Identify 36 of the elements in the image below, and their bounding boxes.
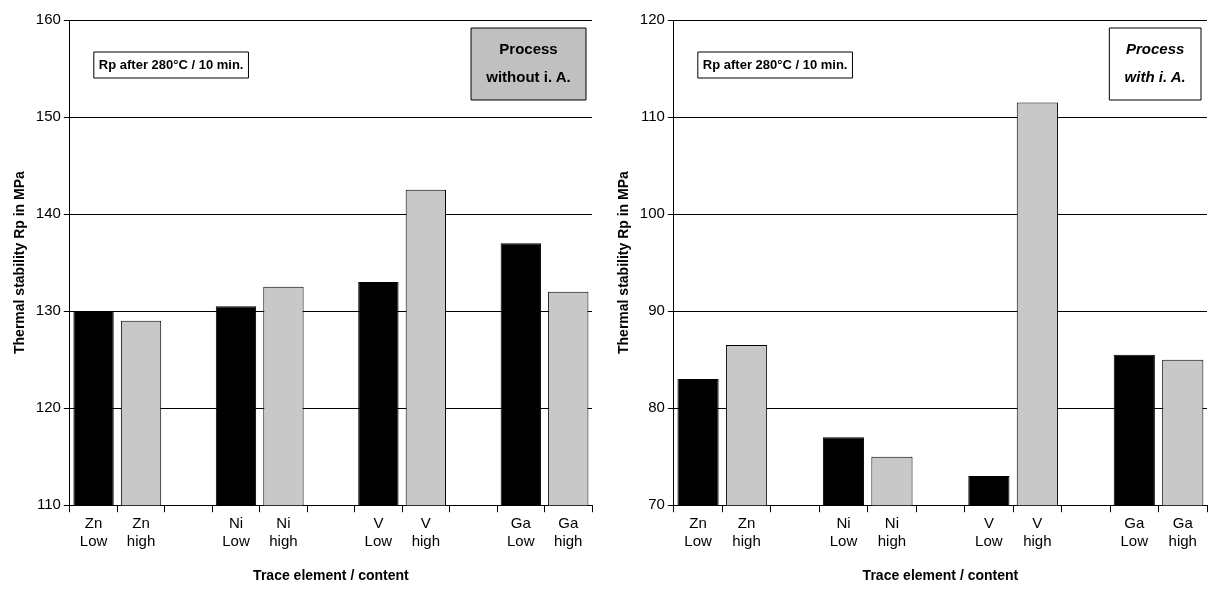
x-tick-label: Ga high [554,514,583,550]
y-tick-label: 110 [640,107,665,125]
y-tick-label: 80 [648,398,665,416]
x-axis-title: Trace element / content [862,567,1019,584]
y-axis-title: Thermal stability Rp in MPa [615,170,632,355]
x-tick-label: V Low [364,514,393,550]
y-tick-label: 100 [639,204,665,222]
annotation: Rp after 280°C / 10 min. [98,56,244,72]
x-tick-label: Zn high [126,514,156,550]
x-tick-label: Zn Low [79,514,108,550]
y-tick-label: 110 [36,495,61,513]
x-tick-label: Ni Low [222,514,250,550]
x-tick-label: Ni high [877,514,907,550]
x-tick-label: Ni Low [829,514,858,550]
y-tick-label: 130 [35,301,61,319]
y-tick-label: 150 [35,107,61,125]
y-axis-title: Thermal stability Rp in MPa [11,170,28,355]
x-tick-label: Ga high [1168,514,1197,550]
x-tick-label: Ga Low [1120,514,1149,550]
y-tick-label: 140 [35,204,61,222]
x-tick-label: Zn high [732,514,761,550]
x-tick-label: V high [411,514,441,550]
annotation: Process with i. A. [1124,40,1186,86]
x-tick-label: V Low [975,514,1003,550]
x-tick-label: Ga Low [507,514,535,550]
y-tick-label: 160 [35,10,61,28]
y-tick-label: 120 [35,398,61,416]
annotation: Rp after 280°C / 10 min. [702,56,848,72]
y-tick-label: 70 [648,495,665,513]
x-tick-label: Zn Low [684,514,712,550]
x-axis-title: Trace element / content [253,567,410,584]
annotation: Process without i. A. [485,40,571,86]
y-tick-label: 120 [639,10,665,28]
x-tick-label: Ni high [269,514,298,550]
y-tick-label: 90 [648,301,665,319]
x-tick-label: V high [1023,514,1052,550]
